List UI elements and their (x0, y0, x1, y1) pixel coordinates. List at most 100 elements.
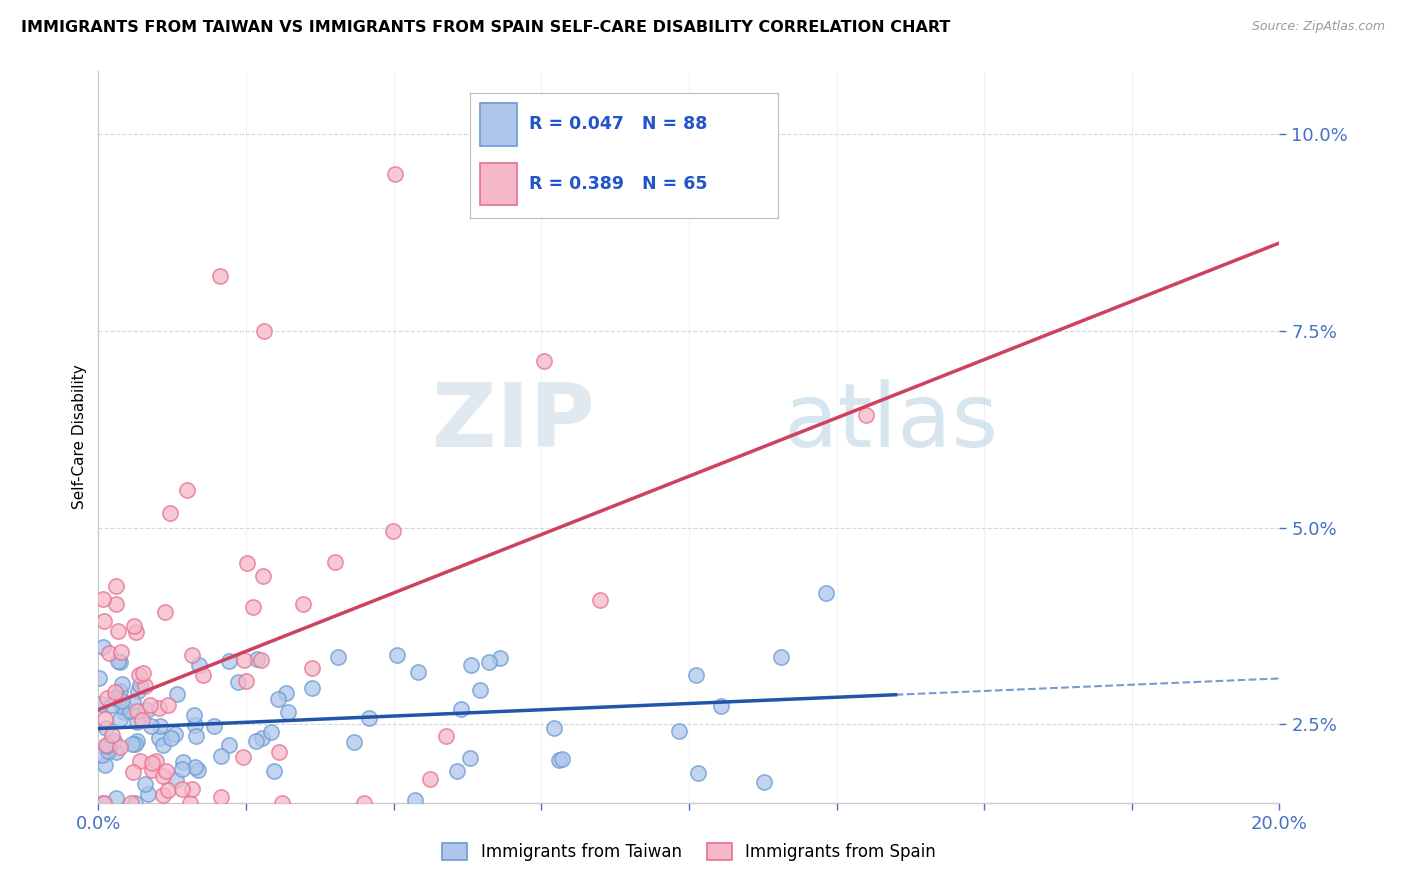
Point (470, 683, 492, 698)
Point (156, 783, 179, 797)
Point (141, 756, 163, 771)
Point (179, 796, 201, 810)
Point (129, 678, 152, 692)
Point (103, 734, 125, 748)
Point (134, 777, 156, 791)
Point (460, 658, 482, 673)
Point (551, 752, 574, 766)
Point (108, 683, 131, 698)
Point (489, 651, 512, 665)
Point (270, 796, 292, 810)
Point (160, 731, 183, 746)
Point (153, 606, 176, 620)
Text: IMMIGRANTS FROM TAIWAN VS IMMIGRANTS FROM SPAIN SELF-CARE DISABILITY CORRELATION: IMMIGRANTS FROM TAIWAN VS IMMIGRANTS FRO… (21, 20, 950, 35)
Point (96, 739, 118, 753)
Point (274, 686, 297, 700)
Point (184, 729, 207, 743)
Point (148, 731, 170, 746)
Point (93, 796, 115, 810)
Point (111, 698, 134, 713)
Point (152, 788, 174, 802)
Point (108, 712, 131, 726)
Point (105, 597, 128, 611)
Point (233, 653, 256, 667)
Point (250, 731, 273, 745)
Point (183, 708, 205, 723)
Point (688, 765, 710, 780)
Point (166, 687, 188, 701)
Point (139, 698, 162, 713)
Point (384, 167, 406, 181)
Point (434, 730, 457, 744)
Point (180, 782, 202, 797)
Point (145, 754, 167, 768)
Point (267, 745, 290, 759)
Point (165, 727, 187, 741)
Point (710, 699, 733, 714)
Point (157, 698, 180, 712)
Point (381, 524, 404, 539)
Point (131, 713, 153, 727)
Point (110, 645, 132, 659)
Point (193, 668, 215, 682)
Point (408, 665, 430, 679)
Point (170, 762, 193, 776)
Point (478, 655, 501, 669)
Point (120, 704, 142, 718)
Point (139, 719, 162, 733)
Point (94, 722, 117, 736)
Point (159, 506, 181, 520)
Point (184, 717, 207, 731)
Point (120, 796, 142, 810)
Point (125, 734, 148, 748)
Point (87, 671, 110, 685)
Point (218, 653, 240, 667)
Point (93, 614, 115, 628)
Point (232, 749, 254, 764)
Y-axis label: Self-Care Disability: Self-Care Disability (72, 365, 87, 509)
Point (105, 746, 128, 760)
Point (458, 750, 481, 764)
Point (543, 721, 565, 735)
Point (754, 774, 776, 789)
Point (101, 698, 124, 712)
Text: Source: ZipAtlas.com: Source: ZipAtlas.com (1251, 20, 1385, 33)
Point (176, 483, 198, 497)
Point (404, 793, 426, 807)
Point (342, 735, 364, 749)
Point (291, 597, 314, 611)
Point (122, 764, 145, 779)
Point (172, 756, 194, 770)
Point (188, 658, 211, 673)
Point (136, 787, 159, 801)
Point (107, 624, 129, 638)
Point (165, 773, 187, 788)
Point (209, 790, 232, 805)
Point (235, 556, 257, 570)
Point (101, 728, 124, 742)
Point (228, 675, 250, 690)
Point (111, 694, 134, 708)
Point (249, 653, 271, 667)
Point (685, 668, 707, 682)
Point (301, 661, 323, 675)
Point (91, 591, 114, 606)
Point (209, 749, 232, 764)
Point (218, 738, 240, 752)
Point (127, 683, 149, 698)
Point (548, 753, 571, 767)
Point (98, 646, 121, 660)
Point (121, 737, 143, 751)
Point (122, 694, 145, 708)
Point (359, 711, 381, 725)
Point (96, 738, 118, 752)
Point (263, 764, 285, 778)
Point (301, 681, 323, 695)
Point (208, 268, 231, 283)
Point (112, 705, 135, 719)
Point (134, 679, 156, 693)
Point (277, 705, 299, 719)
Text: atlas: atlas (783, 379, 998, 466)
Point (446, 764, 468, 778)
Point (97, 744, 120, 758)
